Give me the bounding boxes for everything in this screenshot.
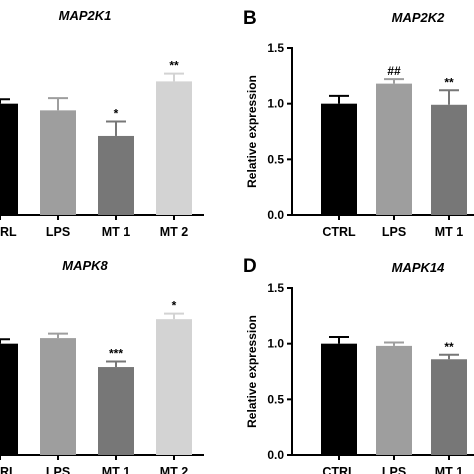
y-axis-label: Relative expression — [245, 315, 259, 428]
y-tick-label: 1.5 — [267, 41, 284, 55]
significance-label: ** — [444, 340, 454, 354]
x-tick-label: MT 1 — [435, 465, 464, 474]
x-tick-label: LPS — [46, 465, 70, 474]
y-tick-label: 0.5 — [267, 152, 284, 166]
x-tick-label: CTRL — [322, 225, 356, 239]
panel-letter: B — [243, 8, 257, 29]
chart-title: MAP2K1 — [59, 8, 112, 23]
y-tick-label: 0.5 — [267, 392, 284, 406]
x-tick-label: MT 2 — [160, 225, 189, 239]
bar-ctrl — [0, 343, 18, 455]
panel-b: MAP2K2 B 0.0 0.5 1.0 1.5 Relative expression CT… — [243, 8, 474, 239]
chart-title: MAP2K2 — [392, 10, 446, 25]
significance-label: ** — [444, 75, 454, 89]
bar-lps — [40, 110, 76, 215]
bar-lps — [40, 338, 76, 455]
significance-label: *** — [109, 346, 123, 360]
x-tick-label: MT 2 — [160, 465, 189, 474]
panel-a: MAP2K1 CTRL LPS MT 1 * MT 2 ** — [0, 8, 204, 239]
bar-mt2 — [156, 319, 192, 455]
significance-label: ## — [387, 64, 401, 78]
x-tick-label: MT 1 — [102, 225, 131, 239]
bar-mt1 — [431, 359, 467, 455]
panel-d: MAPK14 D 0.0 0.5 1.0 1.5 Relative expression CT… — [243, 256, 474, 474]
y-tick-label: 1.5 — [267, 281, 284, 295]
panel-c: MAPK8 CTRL LPS MT 1 *** MT 2 * — [0, 258, 204, 474]
x-tick-label: LPS — [46, 225, 70, 239]
x-tick-label: MT 1 — [435, 225, 464, 239]
bar-mt1 — [98, 135, 134, 215]
x-tick-label: LPS — [382, 225, 406, 239]
bar-lps — [376, 345, 412, 455]
chart-title: MAPK8 — [62, 258, 108, 273]
y-tick-label: 1.0 — [267, 97, 284, 111]
x-tick-label: CTRL — [0, 465, 17, 474]
x-tick-label: CTRL — [322, 465, 356, 474]
y-tick-label: 0.0 — [267, 208, 284, 222]
x-tick-label: MT 1 — [102, 465, 131, 474]
bar-mt1 — [98, 367, 134, 455]
bar-ctrl — [321, 103, 357, 215]
x-tick-label: CTRL — [0, 225, 17, 239]
bar-ctrl — [321, 343, 357, 455]
significance-label: * — [172, 299, 177, 313]
x-tick-label: LPS — [382, 465, 406, 474]
bar-ctrl — [0, 103, 18, 215]
bar-lps — [376, 83, 412, 215]
significance-label: * — [114, 106, 119, 120]
chart-title: MAPK14 — [392, 260, 446, 275]
panel-letter: D — [243, 256, 257, 277]
bar-mt1 — [431, 104, 467, 215]
bar-mt2 — [156, 81, 192, 216]
y-tick-label: 0.0 — [267, 448, 284, 462]
significance-label: ** — [169, 59, 179, 73]
y-axis-label: Relative expression — [245, 75, 259, 188]
y-tick-label: 1.0 — [267, 337, 284, 351]
